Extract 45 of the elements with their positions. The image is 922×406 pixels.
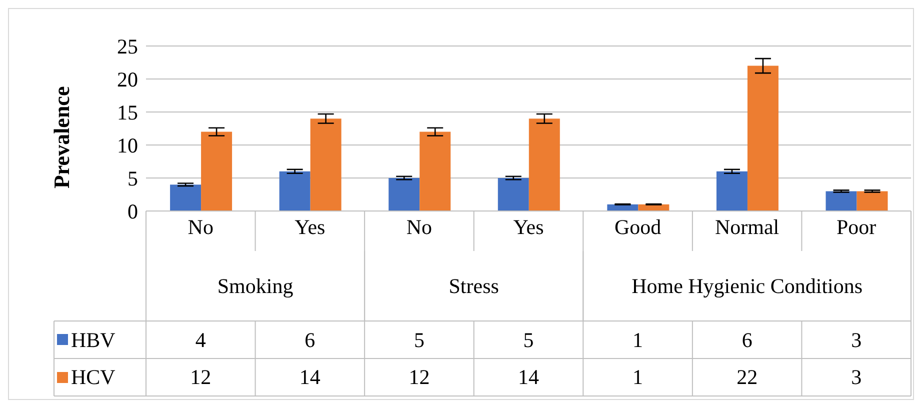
data-label: 4 — [194, 326, 207, 354]
text: Smoking — [217, 273, 294, 299]
bar — [388, 178, 420, 211]
bar — [201, 132, 232, 211]
legend-label: HCV — [71, 364, 116, 390]
data-label: 12 — [189, 364, 212, 392]
bar — [279, 171, 310, 211]
x-tick-label: Yes — [294, 214, 326, 239]
data-label: 12 — [408, 364, 431, 392]
bar — [528, 118, 560, 211]
data-label: 3 — [850, 326, 863, 354]
y-tick-label: 15 — [117, 100, 138, 124]
y-axis-title: Prevalence — [48, 86, 74, 188]
data-label: 14 — [516, 364, 540, 392]
bar — [170, 184, 202, 211]
y-tick-label: 0 — [128, 199, 138, 224]
bar — [856, 191, 888, 211]
bar — [716, 171, 748, 211]
x-tick-label: No — [406, 214, 432, 239]
data-label: 3 — [850, 364, 863, 392]
data-label: 6 — [740, 326, 754, 354]
bar — [747, 66, 778, 211]
bar — [826, 191, 857, 211]
legend-label: HBV — [71, 326, 116, 353]
text: Home Hygienic Conditions — [632, 273, 863, 299]
bar — [310, 118, 342, 211]
x-tick-label: Poor — [836, 214, 876, 239]
data-label: 6 — [304, 326, 316, 354]
data-label: 5 — [522, 326, 535, 354]
y-tick-label: 25 — [117, 34, 138, 58]
data-label: 1 — [632, 364, 644, 392]
bar — [420, 132, 451, 211]
text: Stress — [448, 273, 499, 299]
data-label: 14 — [298, 364, 322, 392]
x-tick-label: Good — [614, 214, 662, 239]
x-tick-label: No — [188, 214, 214, 239]
x-tick-label: Yes — [513, 214, 544, 239]
data-label: 1 — [632, 326, 644, 354]
x-tick-label: Normal — [714, 214, 780, 239]
data-label: 5 — [412, 326, 426, 354]
y-tick-label: 5 — [128, 166, 138, 190]
y-tick-label: 10 — [117, 133, 138, 158]
data-label: 22 — [736, 364, 759, 392]
bar — [498, 178, 529, 211]
y-tick-label: 20 — [117, 67, 138, 92]
